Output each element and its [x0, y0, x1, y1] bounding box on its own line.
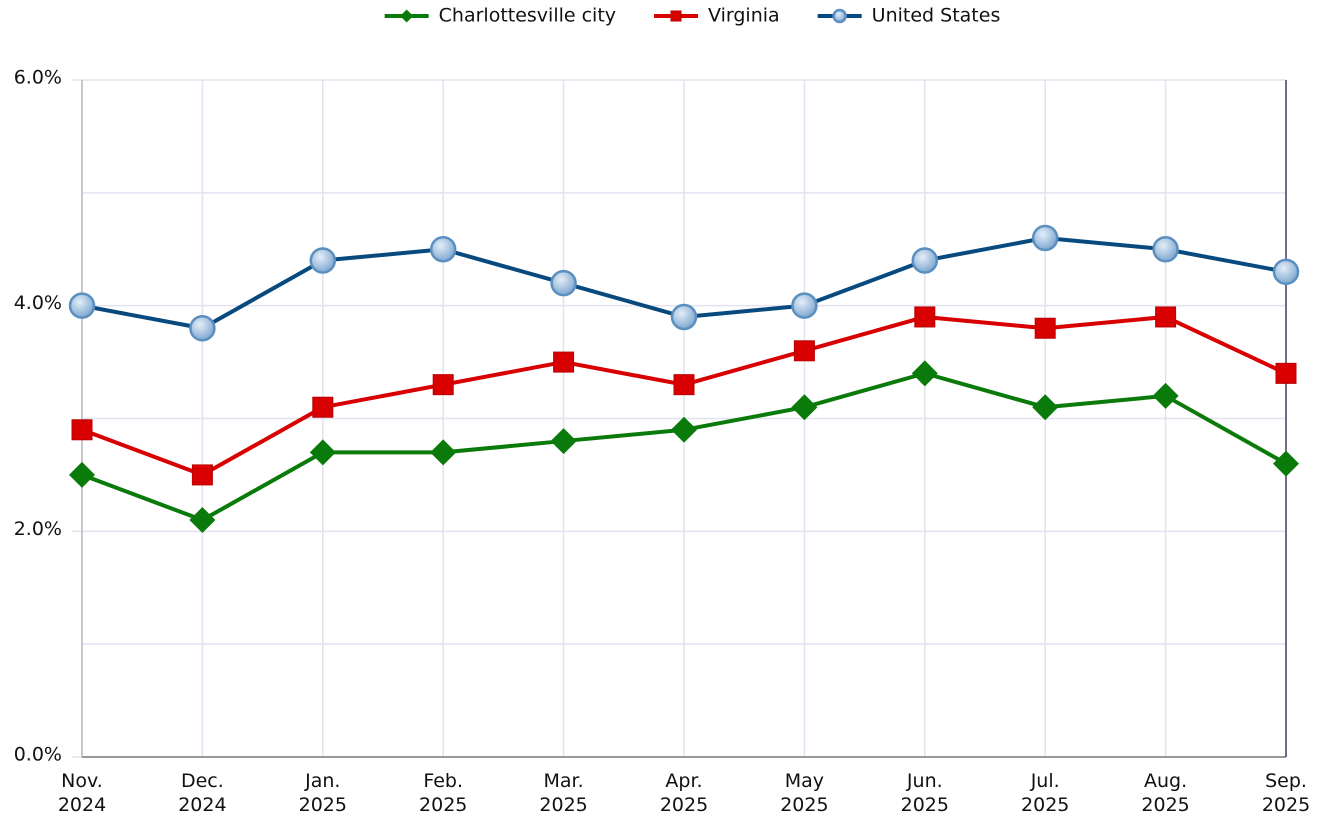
y-tick-label: 0.0% — [14, 744, 62, 766]
marker — [430, 439, 457, 466]
marker — [1155, 306, 1177, 328]
legend-label: Charlottesville city — [439, 5, 616, 27]
marker — [791, 292, 818, 319]
x-tick-label: Apr. 2025 — [660, 770, 708, 816]
legend: Charlottesville city Virginia United State… — [384, 5, 1001, 27]
x-tick-label: Mar. 2025 — [539, 770, 587, 816]
x-tick-label: Sep. 2025 — [1262, 770, 1310, 816]
marker — [400, 9, 414, 23]
legend-item: Charlottesville city — [384, 5, 616, 27]
marker — [1275, 362, 1297, 384]
marker — [793, 340, 815, 362]
y-tick-label: 4.0% — [14, 292, 62, 314]
marker — [1152, 236, 1179, 263]
x-tick-label: Feb. 2025 — [419, 770, 467, 816]
marker — [189, 507, 216, 534]
x-tick-label: Dec. 2024 — [178, 770, 226, 816]
marker — [429, 236, 457, 263]
x-tick-label: Jan. 2025 — [299, 770, 347, 816]
x-tick-label: Aug. 2025 — [1141, 770, 1189, 816]
x-tick-label: Nov. 2024 — [58, 770, 106, 816]
marker — [914, 306, 936, 328]
marker — [312, 396, 334, 418]
x-tick-label: May 2025 — [780, 770, 828, 816]
marker — [832, 8, 847, 24]
marker — [69, 461, 95, 488]
marker — [911, 247, 939, 274]
marker — [550, 428, 577, 455]
legend-label: United States — [872, 5, 1001, 27]
marker — [1152, 382, 1179, 409]
y-tick-label: 6.0% — [14, 67, 62, 89]
marker — [1032, 394, 1059, 421]
marker — [670, 10, 682, 22]
marker — [189, 314, 216, 342]
marker — [1034, 317, 1056, 339]
marker — [670, 303, 698, 331]
marker — [68, 292, 96, 319]
marker — [911, 360, 938, 387]
marker — [309, 247, 337, 274]
marker — [673, 374, 695, 396]
x-tick-label: Jul. 2025 — [1021, 770, 1069, 816]
marker — [553, 351, 575, 373]
marker — [671, 416, 697, 443]
marker — [432, 374, 454, 396]
marker — [191, 464, 213, 486]
legend-item: Virginia — [654, 5, 780, 27]
legend-label: Virginia — [708, 5, 780, 27]
marker — [791, 394, 818, 421]
marker — [309, 439, 336, 466]
marker — [1272, 258, 1300, 286]
marker — [1273, 450, 1299, 477]
marker — [71, 419, 93, 441]
legend-item: United States — [817, 5, 1001, 27]
x-tick-label: Jun. 2025 — [901, 770, 949, 816]
marker — [1031, 224, 1059, 252]
y-tick-label: 2.0% — [14, 518, 62, 540]
marker — [550, 269, 577, 297]
